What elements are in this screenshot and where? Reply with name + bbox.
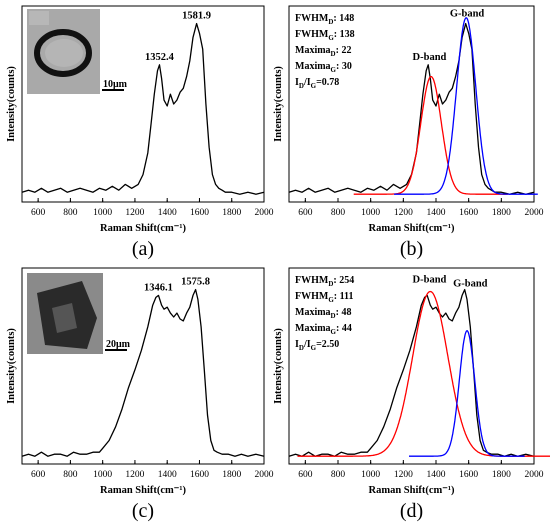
- x-tick-label: 1400: [427, 470, 446, 480]
- y-axis-label: Intensity(counts): [273, 328, 284, 404]
- y-axis-label: Intensity(counts): [273, 66, 284, 142]
- x-tick-label: 1600: [459, 208, 478, 218]
- panel-label: (b): [400, 238, 423, 260]
- x-tick-label: 1000: [93, 208, 112, 218]
- fit-stat: FWHMG: 111: [295, 291, 354, 304]
- fit-stat: FWHMD: 148: [295, 13, 354, 26]
- x-axis-label: Raman Shift(cm⁻¹): [369, 485, 455, 496]
- x-axis-label: Raman Shift(cm⁻¹): [100, 223, 186, 234]
- x-tick-label: 1800: [492, 208, 511, 218]
- fit-stat: MaximaG: 44: [295, 323, 352, 336]
- peak-label: 1581.9: [182, 11, 211, 22]
- y-axis-label: Intensity(counts): [6, 66, 17, 142]
- panel-label: (d): [400, 500, 423, 522]
- chart-panel-c: 600 800 1000 1200 1400 1600 1800 2000 Raman Shif…: [6, 267, 274, 522]
- spectrum-line: [21, 288, 265, 457]
- peak-label: 1346.1: [144, 282, 173, 293]
- plot-frame: [288, 267, 535, 465]
- x-tick-label: 600: [31, 208, 46, 218]
- peak-label: 1575.8: [181, 277, 210, 288]
- intensity-ratio: ID/IG=2.50: [295, 339, 339, 352]
- x-tick-label: 800: [331, 208, 346, 218]
- chart-panel-d: 600 800 1000 1200 1400 1600 1800 2000 Raman Shif…: [273, 267, 550, 522]
- x-tick-label: 1800: [222, 208, 241, 218]
- fit-stat: FWHMG: 138: [295, 29, 355, 42]
- particle-core: [45, 39, 83, 67]
- micrograph-texture: [29, 11, 49, 25]
- x-tick-label: 1600: [459, 470, 478, 480]
- x-tick-label: 1400: [158, 470, 177, 480]
- g-band-fit-line: [409, 330, 525, 457]
- g-band-fit-line: [394, 17, 538, 195]
- x-tick-label: 600: [298, 208, 313, 218]
- band-label: D-band: [413, 275, 447, 286]
- band-label: G-band: [450, 9, 485, 20]
- x-tick-label: 2000: [255, 208, 274, 218]
- fit-stat: MaximaG: 30: [295, 61, 352, 74]
- d-band-fit-line: [353, 75, 508, 195]
- x-tick-label: 1200: [125, 208, 144, 218]
- x-tick-label: 600: [31, 470, 46, 480]
- x-tick-label: 1600: [190, 470, 209, 480]
- chart-panel-b: 600 800 1000 1200 1400 1600 1800 2000 Raman Shif…: [273, 5, 544, 260]
- plot-frame: [21, 5, 265, 203]
- x-tick-label: 1200: [394, 208, 413, 218]
- micrograph-inset: 20μm: [27, 273, 131, 354]
- fit-stat: MaximaD: 22: [295, 45, 351, 58]
- particle-facet: [52, 303, 77, 333]
- x-axis-label: Raman Shift(cm⁻¹): [369, 223, 455, 234]
- x-tick-label: 1800: [222, 470, 241, 480]
- x-tick-label: 1200: [394, 470, 413, 480]
- panel-label: (c): [132, 500, 154, 522]
- x-tick-label: 1400: [158, 208, 177, 218]
- spectrum-line: [288, 22, 535, 195]
- plot-frame: [288, 5, 535, 203]
- x-tick-label: 2000: [255, 470, 274, 480]
- scale-bar-label: 20μm: [106, 339, 131, 350]
- fit-stat: MaximaD: 48: [295, 307, 351, 320]
- x-tick-label: 600: [298, 470, 313, 480]
- intensity-ratio: ID/IG=0.78: [295, 77, 339, 90]
- x-tick-label: 1200: [125, 470, 144, 480]
- particle-rim: [34, 29, 92, 77]
- chart-panel-a: 600 800 1000 1200 1400 1600 1800 2000 Raman Shif…: [6, 5, 274, 260]
- x-tick-label: 1000: [93, 470, 112, 480]
- x-axis-label: Raman Shift(cm⁻¹): [100, 485, 186, 496]
- x-tick-label: 1000: [361, 470, 380, 480]
- panel-label: (a): [132, 238, 154, 260]
- band-label: G-band: [453, 279, 488, 290]
- micrograph-inset: 10μm: [27, 9, 128, 94]
- band-label: D-band: [413, 52, 447, 63]
- x-tick-label: 800: [331, 470, 346, 480]
- plot-frame: [21, 267, 265, 465]
- x-tick-label: 1600: [190, 208, 209, 218]
- x-tick-label: 1400: [427, 208, 446, 218]
- x-tick-label: 1800: [492, 470, 511, 480]
- x-tick-label: 1000: [361, 208, 380, 218]
- spectrum-line: [288, 288, 535, 457]
- peak-label: 1352.4: [145, 52, 175, 63]
- y-axis-label: Intensity(counts): [6, 328, 17, 404]
- x-tick-label: 2000: [525, 208, 544, 218]
- spectrum-line: [21, 22, 265, 195]
- scale-bar-label: 10μm: [103, 79, 128, 90]
- x-tick-label: 2000: [525, 470, 544, 480]
- fit-stat: FWHMD: 254: [295, 275, 354, 288]
- x-tick-label: 800: [63, 470, 78, 480]
- x-tick-label: 800: [63, 208, 78, 218]
